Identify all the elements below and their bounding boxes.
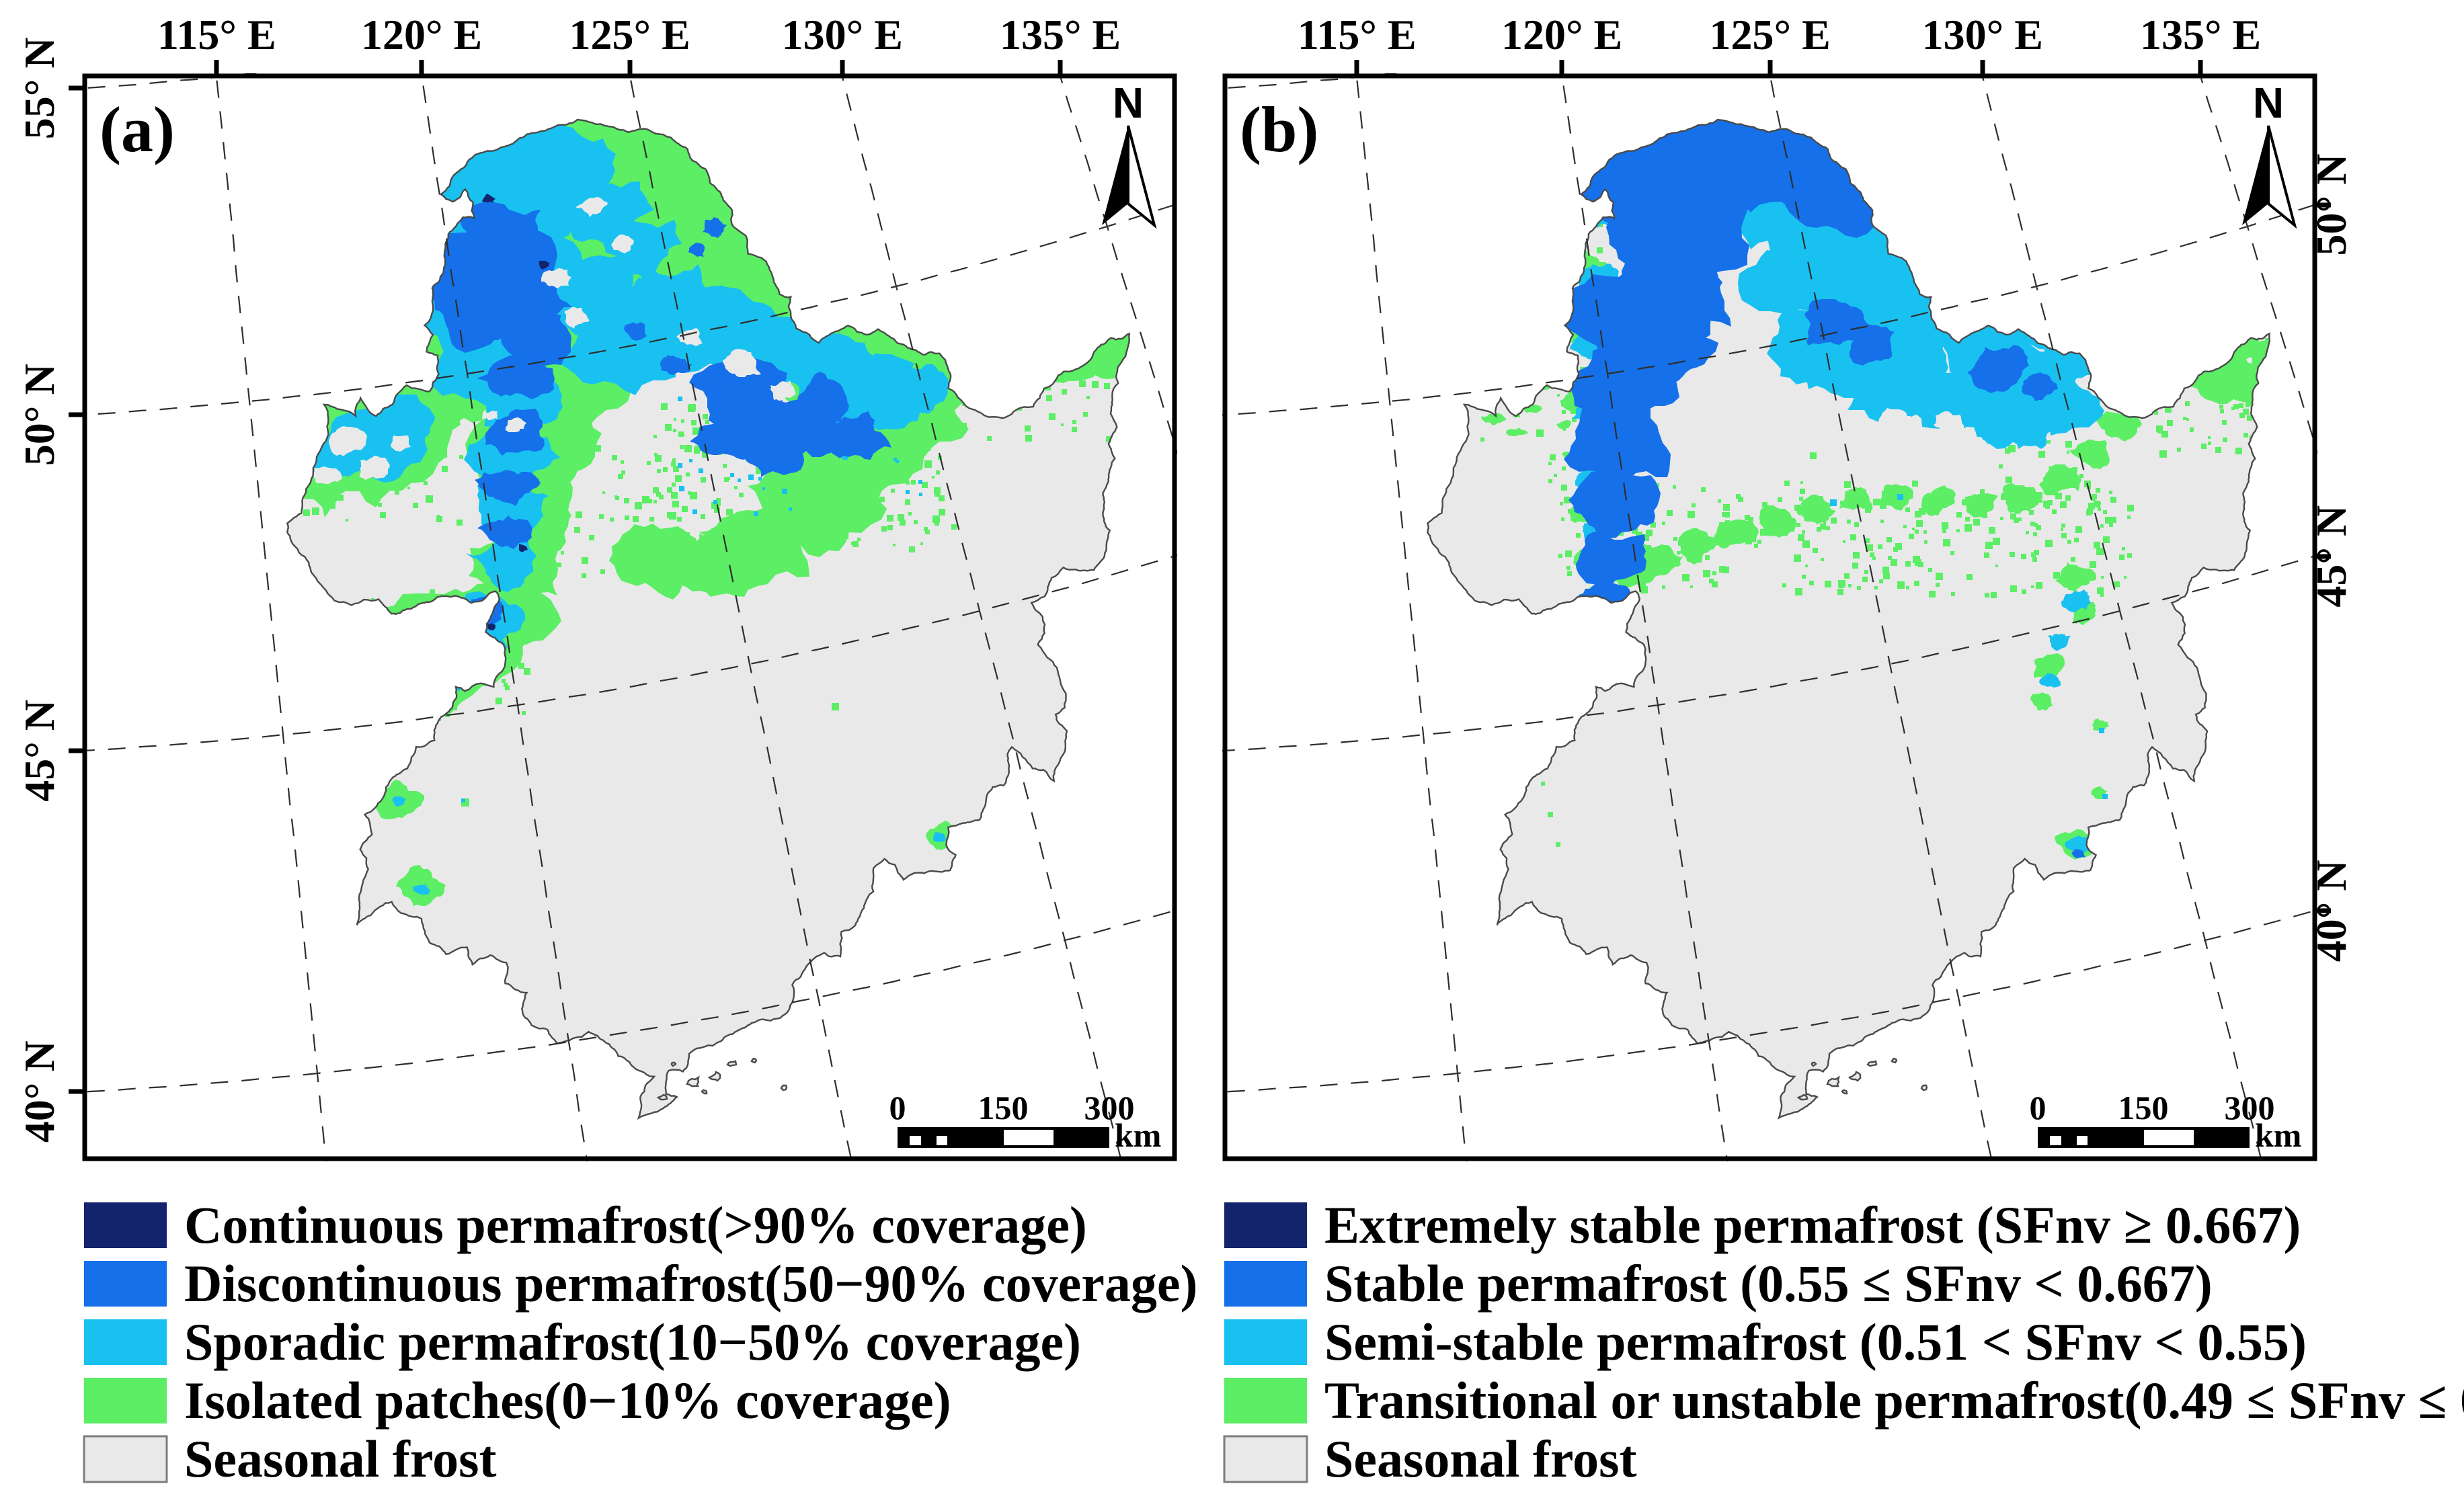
scale-300: 300 (1084, 1089, 1135, 1126)
legend-label-b-2: Semi-stable permafrost (0.51 < SFnv < 0.… (1324, 1313, 2307, 1371)
legend-label-a-0: Continuous permafrost(>90% coverage) (184, 1196, 1087, 1254)
panel-letter-b: (b) (1240, 93, 1318, 165)
scale-0: 0 (2030, 1089, 2046, 1126)
legend-swatch-discontinuous (84, 1261, 167, 1307)
scale-150: 150 (2118, 1089, 2169, 1126)
lat-label-b-2: 40° N (2307, 860, 2355, 962)
scale-0: 0 (889, 1089, 906, 1126)
lon-label-a-0: 115° E (157, 11, 276, 58)
legend-label-a-4: Seasonal frost (184, 1430, 496, 1486)
panel-b-map: 115° E 120° E 125° E 130° E 135° E 50° N… (1222, 11, 2464, 1486)
legend-label-b-0: Extremely stable permafrost (SFnv ≥ 0.66… (1324, 1196, 2301, 1254)
scale-bar: 0 150 300 km (889, 1089, 1162, 1154)
lon-label-b-1: 120° E (1501, 11, 1622, 58)
legend-swatch-sporadic (84, 1319, 167, 1365)
lon-label-a-2: 125° E (569, 11, 690, 58)
legend-a: Continuous permafrost(>90% coverage) Dis… (83, 1196, 1197, 1486)
lat-label-a-2: 45° N (15, 700, 63, 802)
zone-blue (1559, 120, 2085, 858)
north-arrow-n: N (2253, 79, 2284, 127)
legend-label-b-3: Transitional or unstable permafrost(0.49… (1324, 1371, 2464, 1430)
north-arrow-n: N (1113, 79, 1144, 127)
lat-label-a-3: 40° N (15, 1040, 63, 1143)
lon-label-b-3: 130° E (1922, 11, 2043, 58)
scale-150: 150 (978, 1089, 1029, 1126)
lon-label-b-4: 135° E (2140, 11, 2261, 58)
tick-marks (1354, 60, 2331, 913)
lat-label-a-1: 50° N (15, 364, 63, 466)
legend-label-b-4: Seasonal frost (1324, 1430, 1636, 1486)
scale-unit: km (1115, 1116, 1161, 1154)
tick-marks (69, 60, 1063, 1094)
lon-label-a-4: 135° E (1000, 11, 1121, 58)
graticule-lines (82, 73, 1177, 1161)
zone-gray (1789, 408, 1993, 465)
legend-swatch-isolated (84, 1378, 167, 1423)
scale-unit: km (2255, 1116, 2301, 1154)
north-arrow: N (2242, 79, 2297, 229)
legend-swatch-sporadic (1224, 1319, 1307, 1365)
panel-letter-a: (a) (100, 93, 175, 165)
scale-300: 300 (2225, 1089, 2275, 1126)
legend-swatch-seasonal (1223, 1435, 1308, 1483)
lat-label-a-0: 55° N (15, 37, 63, 139)
lat-label-b-1: 45° N (2307, 505, 2355, 608)
lon-label-b-2: 125° E (1710, 11, 1831, 58)
graticule-lines (1222, 73, 2317, 1161)
lon-label-b-0: 115° E (1298, 11, 1417, 58)
legend-swatch-discontinuous (1224, 1261, 1307, 1307)
legend-label-b-1: Stable permafrost (0.55 ≤ SFnv < 0.667) (1324, 1254, 2213, 1313)
legend-swatch-seasonal (83, 1435, 168, 1483)
scale-bar: 0 150 300 km (2030, 1089, 2302, 1154)
legend-swatch-continuous (84, 1202, 167, 1248)
lon-label-a-1: 120° E (361, 11, 482, 58)
legend-label-a-3: Isolated patches(0−10% coverage) (184, 1371, 951, 1430)
north-arrow: N (1102, 79, 1157, 229)
legend-swatch-isolated (1224, 1378, 1307, 1423)
legend-label-a-1: Discontinuous permafrost(50−90% coverage… (184, 1254, 1197, 1313)
legend-label-a-2: Sporadic permafrost(10−50% coverage) (184, 1313, 1081, 1371)
lon-label-a-3: 130° E (782, 11, 903, 58)
lat-label-b-0: 50° N (2307, 154, 2355, 256)
legend-swatch-continuous (1224, 1202, 1307, 1248)
panel-a-map: 115° E 120° E 125° E 130° E 135° E 55° N… (15, 11, 1197, 1486)
legend-b: Extremely stable permafrost (SFnv ≥ 0.66… (1223, 1196, 2464, 1486)
zone-blue (287, 202, 891, 653)
